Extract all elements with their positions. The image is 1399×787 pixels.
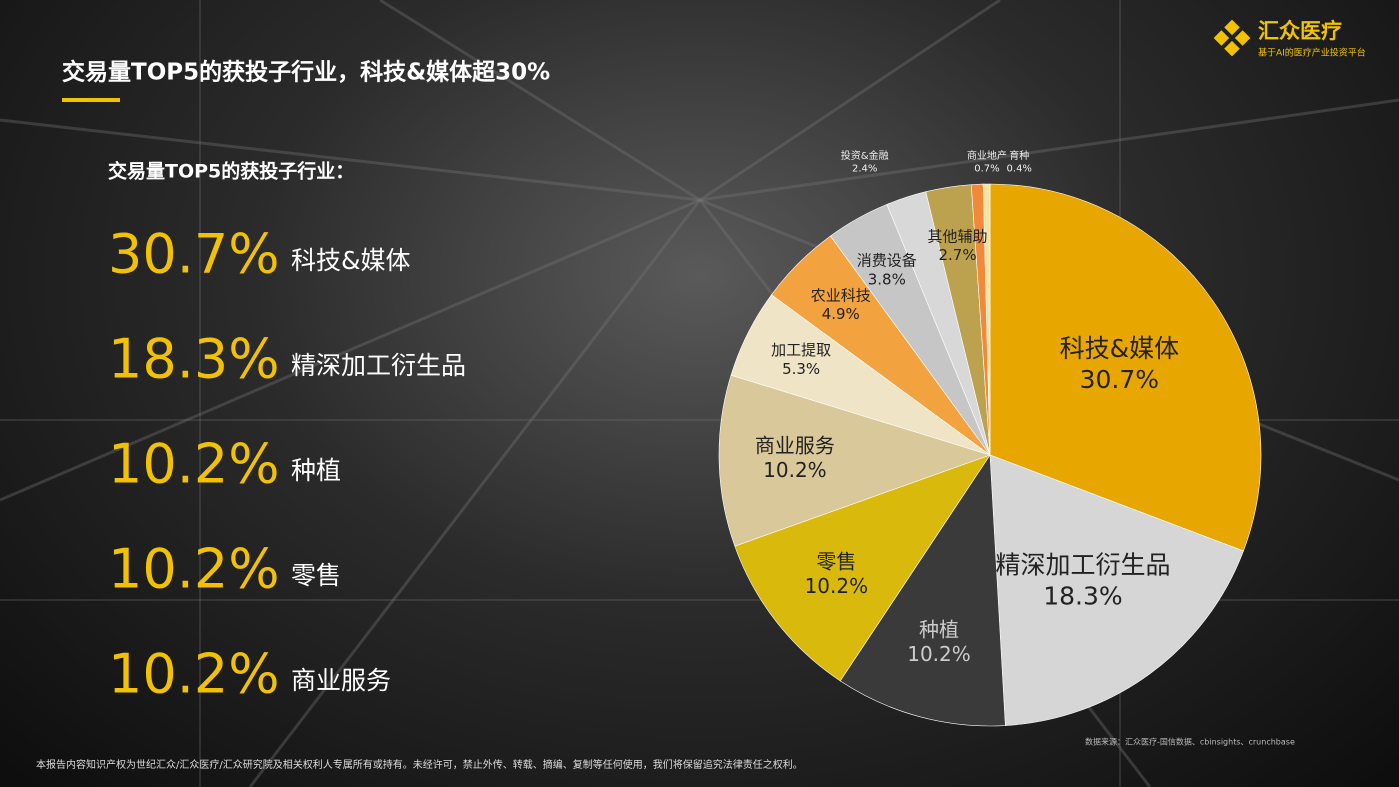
title-underline xyxy=(62,98,120,102)
slice-value-label: 10.2% xyxy=(763,458,827,482)
slice-label: 农业科技 xyxy=(811,286,871,304)
slice-label: 科技&媒体 xyxy=(1060,334,1180,363)
slice-label: 零售 xyxy=(816,549,856,573)
slice-value-label: 2.7% xyxy=(938,246,976,264)
pie-slice xyxy=(718,374,991,547)
logo-icon xyxy=(1213,19,1251,57)
top5-category: 商业服务 xyxy=(291,666,391,695)
slice-label: 加工提取 xyxy=(771,341,831,359)
slice-value-label: 3.8% xyxy=(868,270,906,288)
slice-value-label: 10.2% xyxy=(805,574,869,598)
footer-note: 本报告内容知识产权为世纪汇众/汇众医疗/汇众研究院及相关权利人专属所有或持有。未… xyxy=(36,758,803,771)
top5-percent: 10.2% xyxy=(108,538,280,601)
slice-label: 投资&金融 xyxy=(841,149,889,162)
slice-value-label: 18.3% xyxy=(1043,581,1122,610)
pie-slice xyxy=(734,454,991,682)
pie-slice xyxy=(989,454,1244,726)
slice-label: 精深加工衍生品 xyxy=(995,550,1170,579)
slice-value-label: 0.7% xyxy=(974,164,999,175)
top5-category: 零售 xyxy=(291,561,341,590)
top5-percent: 18.3% xyxy=(108,328,280,391)
source-note: 数据来源：汇众医疗-国信数据、cbinsights、crunchbase xyxy=(1085,737,1295,747)
slice-label: 育种 xyxy=(1009,149,1029,162)
slice-label: 商业地产 xyxy=(967,149,1007,162)
slice-value-label: 4.9% xyxy=(822,305,860,323)
pie-slice xyxy=(989,183,1262,552)
slice-label: 消费设备 xyxy=(857,252,917,270)
slide-title: 交易量TOP5的获投子行业，科技&媒体超30% xyxy=(62,59,550,86)
pie-slice xyxy=(982,183,991,456)
slice-label: 商业服务 xyxy=(755,433,835,457)
top5-category: 种植 xyxy=(291,456,341,485)
subtitle: 交易量TOP5的获投子行业： xyxy=(108,160,354,183)
pie-slice xyxy=(839,454,1006,727)
logo-tagline: 基于AI的医疗产业投资平台 xyxy=(1258,47,1366,59)
slice-value-label: 2.4% xyxy=(852,164,877,175)
slice-label: 种植 xyxy=(919,617,959,641)
slice-value-label: 0.4% xyxy=(1007,164,1032,175)
slice-value-label: 30.7% xyxy=(1080,365,1159,394)
slice-label: 其他辅助 xyxy=(928,227,988,245)
top5-percent: 10.2% xyxy=(108,433,280,496)
slice-value-label: 5.3% xyxy=(782,360,820,378)
top5-percent: 10.2% xyxy=(108,643,280,706)
logo-name: 汇众医疗 xyxy=(1258,19,1342,43)
top5-category: 精深加工衍生品 xyxy=(291,351,466,380)
slice-value-label: 10.2% xyxy=(907,642,971,666)
top5-percent: 30.7% xyxy=(108,223,280,286)
top5-category: 科技&媒体 xyxy=(291,246,411,275)
